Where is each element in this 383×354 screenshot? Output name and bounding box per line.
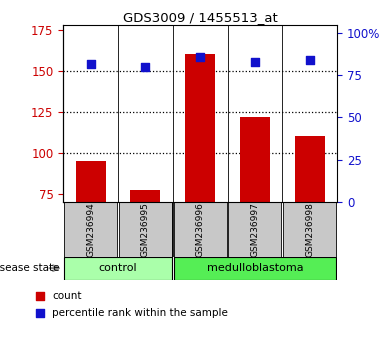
Bar <box>240 116 270 202</box>
Bar <box>173 257 336 280</box>
Text: GSM236998: GSM236998 <box>305 202 314 257</box>
Bar <box>228 202 282 257</box>
Text: percentile rank within the sample: percentile rank within the sample <box>52 308 228 318</box>
Bar <box>130 190 160 202</box>
Point <box>87 61 93 67</box>
Point <box>36 310 43 316</box>
Bar <box>173 202 227 257</box>
Point <box>142 64 149 70</box>
Bar <box>64 257 172 280</box>
Point <box>252 59 258 65</box>
Text: GSM236995: GSM236995 <box>141 202 150 257</box>
Point <box>197 54 203 59</box>
Bar <box>64 202 117 257</box>
Bar <box>119 202 172 257</box>
Bar <box>295 136 325 202</box>
Text: control: control <box>99 263 137 273</box>
Point <box>307 57 313 63</box>
Text: count: count <box>52 291 82 301</box>
Text: GSM236994: GSM236994 <box>86 202 95 257</box>
Title: GDS3009 / 1455513_at: GDS3009 / 1455513_at <box>123 11 278 24</box>
Bar <box>283 202 336 257</box>
Point <box>36 293 43 298</box>
Text: disease state: disease state <box>0 263 59 273</box>
Text: GSM236996: GSM236996 <box>196 202 205 257</box>
Text: medulloblastoma: medulloblastoma <box>206 263 303 273</box>
Bar <box>185 54 215 202</box>
Text: GSM236997: GSM236997 <box>250 202 259 257</box>
Bar <box>75 161 106 202</box>
